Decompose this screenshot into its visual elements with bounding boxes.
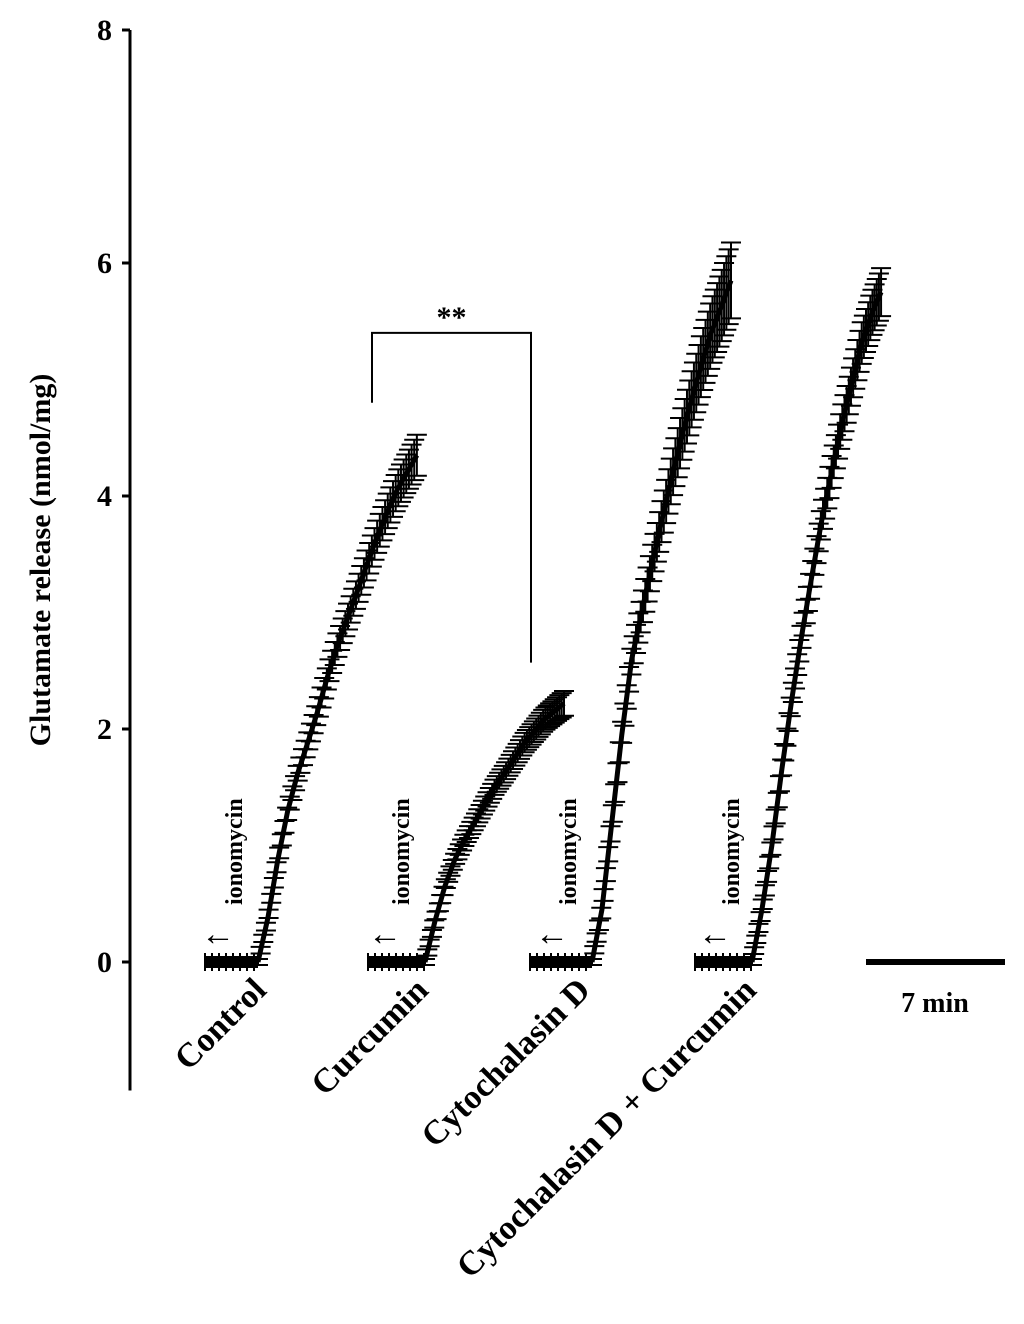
trace-cytochalasin-d	[529, 241, 741, 971]
condition-label: Curcumin	[304, 971, 435, 1102]
trace-cytochalasin-d-curcumin	[694, 267, 892, 971]
stimulus-label: ionomycin	[389, 798, 415, 905]
trace-control	[204, 433, 427, 971]
stimulus-arrow: ←	[698, 916, 732, 953]
time-scale-bar: 7 min	[866, 959, 1005, 1019]
stimulus-arrow: ←	[201, 916, 235, 953]
y-tick-label: 4	[97, 480, 112, 513]
y-tick-label: 8	[97, 14, 112, 47]
trace-line	[749, 291, 884, 963]
traces	[204, 241, 892, 971]
stimulus-arrow: ←	[368, 916, 402, 953]
significance-label: **	[437, 301, 467, 334]
stimulus-label: ionomycin	[719, 798, 745, 905]
condition-label: Cytochalasin D + Curcumin	[450, 971, 764, 1285]
y-tick-label: 0	[97, 946, 112, 979]
trace-curcumin	[367, 690, 574, 971]
stimulus-label: ionomycin	[556, 798, 582, 905]
condition-label: Control	[168, 971, 274, 1077]
condition-label: Cytochalasin D	[415, 971, 598, 1154]
significance-bracket	[371, 331, 532, 663]
y-tick-label: 2	[97, 713, 112, 746]
y-axis-label: Glutamate release (nmol/mg)	[24, 374, 57, 747]
y-tick-label: 6	[97, 247, 112, 280]
y-axis: 0 2 4 6 8	[97, 14, 132, 1091]
stimulus-arrow: ←	[535, 916, 569, 953]
stimulus-label: ionomycin	[222, 798, 248, 905]
scale-bar-label: 7 min	[901, 988, 969, 1019]
